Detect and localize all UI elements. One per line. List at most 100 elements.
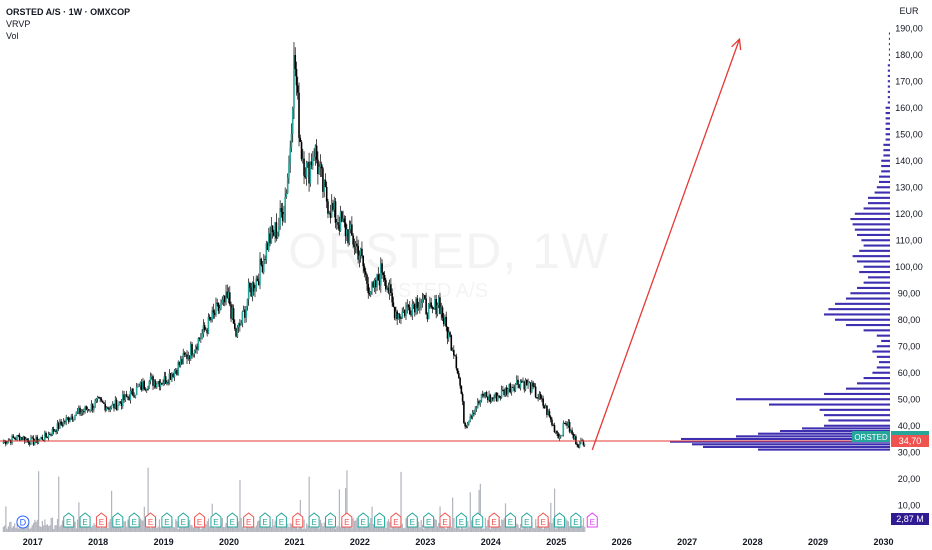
candle-body <box>486 396 489 401</box>
earnings-marker[interactable]: E <box>586 512 598 528</box>
volume-bar <box>273 525 275 532</box>
earnings-marker-shape <box>79 512 91 528</box>
earnings-marker[interactable]: E <box>243 512 255 528</box>
candle-body <box>177 362 180 375</box>
earnings-marker[interactable]: E <box>374 512 386 528</box>
candle-body <box>403 309 406 316</box>
earnings-marker[interactable]: E <box>177 512 189 528</box>
earnings-marker[interactable]: E <box>504 512 516 528</box>
candle-body <box>436 305 439 315</box>
earnings-marker[interactable]: E <box>226 512 238 528</box>
earnings-marker[interactable]: E <box>521 512 533 528</box>
earnings-marker[interactable]: E <box>161 512 173 528</box>
volume-bar <box>371 506 373 532</box>
volume-bar <box>43 525 45 532</box>
candle-body <box>325 186 328 202</box>
earnings-marker-label: E <box>311 518 316 527</box>
candle-body <box>38 438 41 441</box>
volume-bar <box>356 518 358 532</box>
volume-bar <box>39 526 41 532</box>
dividend-marker[interactable]: D <box>16 515 30 529</box>
candle-body <box>252 282 255 292</box>
earnings-marker[interactable]: E <box>259 512 271 528</box>
candle-body <box>509 383 512 392</box>
earnings-marker[interactable]: E <box>95 512 107 528</box>
candle-body <box>74 415 76 420</box>
projection-arrow-line[interactable] <box>591 38 741 451</box>
indicator-vol[interactable]: Vol <box>6 31 19 41</box>
earnings-marker[interactable]: E <box>357 512 369 528</box>
candle-body <box>577 445 580 448</box>
earnings-marker[interactable]: E <box>341 512 353 528</box>
candle-body <box>26 438 28 440</box>
candle-body <box>489 394 492 403</box>
earnings-marker[interactable]: E <box>308 512 320 528</box>
earnings-marker[interactable]: E <box>210 512 222 528</box>
candle-body <box>413 303 416 313</box>
drawings[interactable] <box>0 37 890 451</box>
earnings-marker[interactable]: E <box>406 512 418 528</box>
volume-bar <box>435 519 437 532</box>
earnings-marker[interactable]: E <box>79 512 91 528</box>
earnings-marker[interactable]: E <box>390 512 402 528</box>
earnings-marker[interactable]: E <box>488 512 500 528</box>
volume-bar <box>347 527 349 532</box>
earnings-marker[interactable]: E <box>423 512 435 528</box>
candle-body <box>247 282 250 300</box>
volume-bar <box>238 521 240 532</box>
volume-tag[interactable]: 2,87 M <box>891 513 929 525</box>
earnings-marker[interactable]: E <box>554 512 566 528</box>
earnings-marker-shape <box>275 512 287 528</box>
earnings-marker[interactable]: E <box>145 512 157 528</box>
volume-profile-bar <box>881 339 890 342</box>
earnings-marker[interactable]: E <box>128 512 140 528</box>
indicator-vrvp[interactable]: VRVP <box>6 19 31 29</box>
candle-body <box>93 407 95 410</box>
volume-profile-bar <box>857 233 890 236</box>
last-price-tag[interactable]: 34,70 <box>891 435 929 447</box>
volume-profile-bar <box>824 392 890 395</box>
earnings-marker[interactable]: E <box>570 512 582 528</box>
projection-arrowhead[interactable] <box>731 37 742 51</box>
earnings-marker-shape <box>554 512 566 528</box>
candle-body <box>259 258 261 286</box>
candle-body <box>522 381 524 383</box>
earnings-marker[interactable]: E <box>63 512 75 528</box>
earnings-marker[interactable]: E <box>324 512 336 528</box>
earnings-marker[interactable]: E <box>439 512 451 528</box>
earnings-marker[interactable]: E <box>112 512 124 528</box>
volume-bar <box>402 528 405 532</box>
year-tick-label: 2019 <box>154 537 174 547</box>
volume-bar <box>194 527 196 532</box>
volume-bar <box>14 523 16 532</box>
earnings-marker-label: E <box>279 518 284 527</box>
earnings-marker-label: E <box>557 518 562 527</box>
candle-body <box>366 274 368 284</box>
earnings-marker[interactable]: E <box>537 512 549 528</box>
candle-body <box>202 325 205 334</box>
volume-bar <box>453 518 455 532</box>
candle-body <box>480 393 483 401</box>
price-tick-label: 10,00 <box>898 501 921 511</box>
candle-body <box>505 387 508 395</box>
symbol-title[interactable]: ORSTED A/S · 1W · OMXCOP <box>6 7 131 17</box>
candle-body <box>171 373 173 380</box>
earnings-marker[interactable]: E <box>292 512 304 528</box>
candle-body <box>544 405 547 409</box>
candle-body <box>101 400 104 403</box>
earnings-marker[interactable]: E <box>455 512 467 528</box>
earnings-marker-label: E <box>262 518 267 527</box>
candle-body <box>164 376 167 384</box>
volume-profile-bar <box>883 149 890 152</box>
candle-body <box>275 222 278 239</box>
earnings-marker[interactable]: E <box>275 512 287 528</box>
candle-body <box>374 280 377 288</box>
price-tick-label: 80,00 <box>898 315 921 325</box>
candle-body <box>49 433 51 435</box>
earnings-marker[interactable]: E <box>194 512 206 528</box>
candle-body <box>400 318 402 319</box>
candle-body <box>122 394 124 407</box>
earnings-marker[interactable]: E <box>472 512 484 528</box>
